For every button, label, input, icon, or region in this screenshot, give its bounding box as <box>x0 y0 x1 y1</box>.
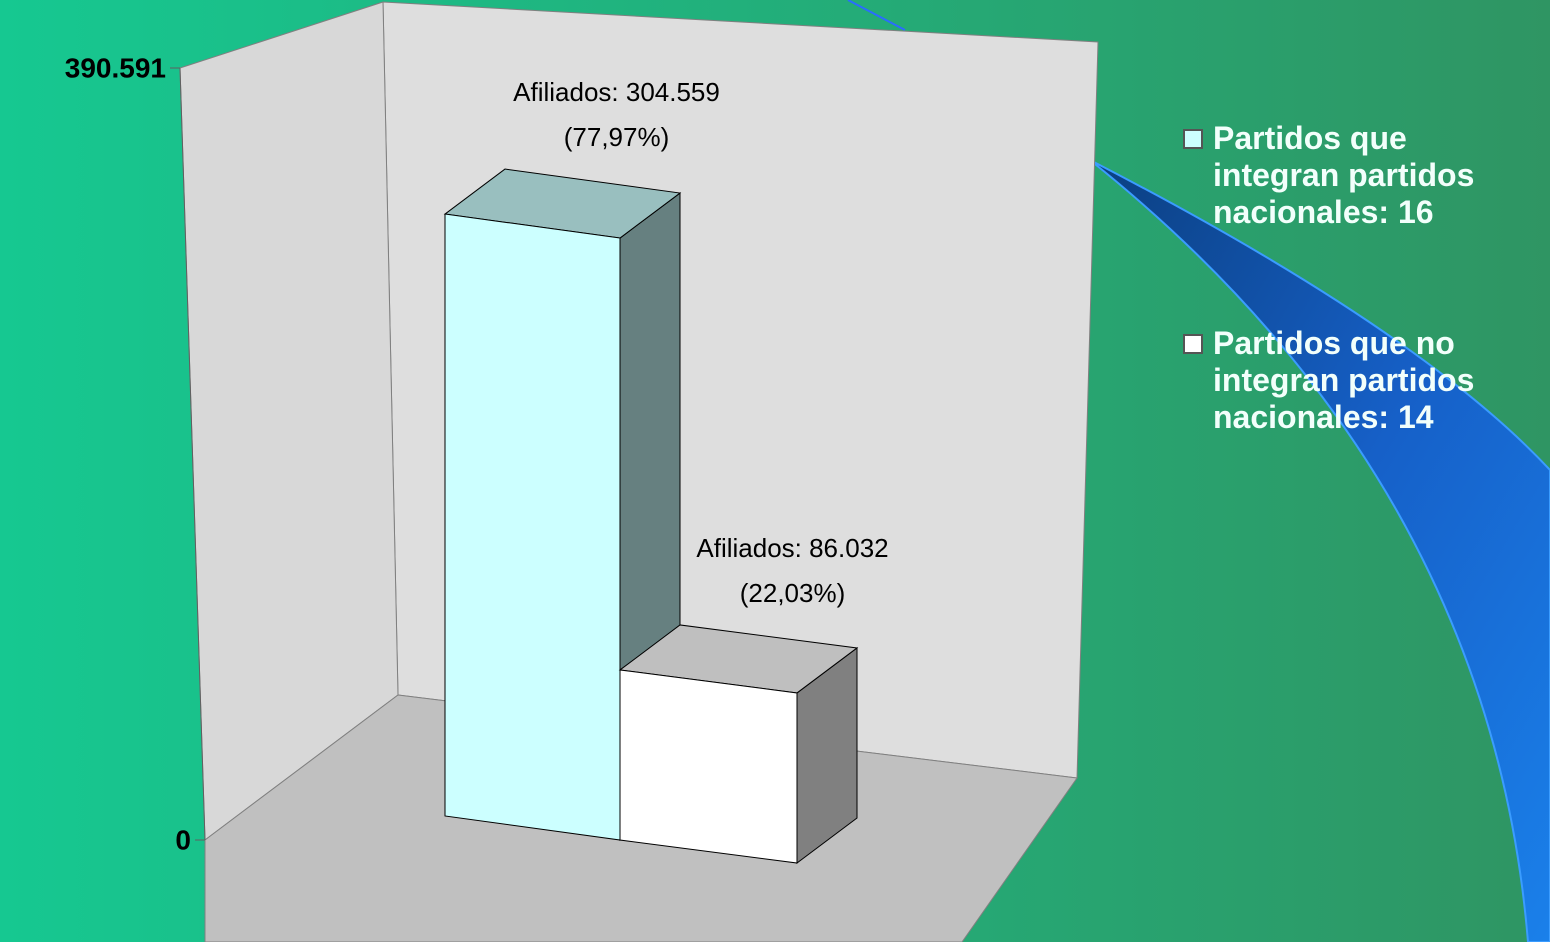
side-wall <box>179 1 399 841</box>
decorative-line <box>847 0 906 31</box>
legend-item: Partidos que no integran partidos nacion… <box>1183 325 1548 436</box>
value-label: Afiliados: 304.559 <box>513 77 720 107</box>
value-axis <box>179 67 206 841</box>
legend-swatch <box>1183 334 1203 354</box>
legend-label: Partidos que integran partidos nacionale… <box>1213 120 1475 230</box>
bar-front <box>619 669 798 864</box>
decorative-swoosh <box>1089 159 1550 942</box>
plot: 0 390.591 Afiliados: 304.559 (77,97%) Afilia… <box>65 52 889 864</box>
legend-item: Partidos que integran partidos nacionale… <box>1183 120 1548 231</box>
bar <box>618 624 859 864</box>
legend-swatch <box>1183 129 1203 149</box>
y-tick-label: 0 <box>175 824 191 855</box>
bar-front <box>444 213 621 841</box>
y-tick-label: 390.591 <box>65 52 166 83</box>
share-label: (77,97%) <box>564 122 670 152</box>
legend-label: Partidos que no integran partidos nacion… <box>1213 325 1475 435</box>
share-label: (22,03%) <box>740 578 846 608</box>
value-label: Afiliados: 86.032 <box>696 533 888 563</box>
